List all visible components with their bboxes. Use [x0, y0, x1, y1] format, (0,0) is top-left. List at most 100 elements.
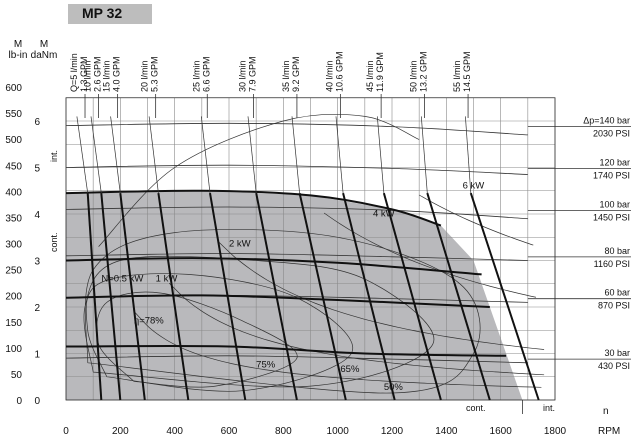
flow-line	[426, 192, 491, 401]
flow-label-lmin: 25 l/min	[191, 60, 201, 92]
flow-label-lmin: Q=5 l/min	[69, 53, 79, 92]
flow-label-lmin: 20 l/min	[140, 60, 150, 92]
pressure-curve	[65, 355, 528, 364]
pressure-label-bar: 100 bar	[599, 199, 630, 209]
flow-line-thin	[376, 116, 385, 194]
power-curve	[419, 194, 534, 246]
pressure-label-psi: 1160 PSI	[594, 259, 630, 269]
tick-label-lb: 100	[5, 344, 22, 355]
tick-label-lb: 500	[5, 135, 22, 146]
tick-label-danm: 4	[34, 210, 40, 221]
pressure-label-bar: Δp=140 bar	[583, 116, 630, 126]
tick-label-rpm: 1400	[435, 426, 458, 437]
pressure-label-bar: 120 bar	[599, 158, 630, 168]
flow-line	[342, 192, 396, 401]
tick-label-lb: 0	[16, 396, 22, 407]
tick-label-danm: 3	[34, 257, 40, 268]
tick-label-rpm: 1800	[544, 426, 567, 437]
flow-line	[86, 193, 103, 401]
efficiency-label: 75%	[256, 359, 276, 370]
tick-label-rpm: 1600	[490, 426, 513, 437]
flow-line	[469, 192, 540, 401]
flow-line	[298, 192, 347, 401]
flow-line-thin	[247, 116, 257, 194]
power-label: 4 kW	[373, 208, 395, 219]
power-curve	[133, 310, 542, 388]
tick-label-lb: 250	[5, 266, 22, 277]
tick-label-lb: 350	[5, 213, 22, 224]
axis-label-danm-unit: daNm	[31, 50, 58, 61]
flow-label-gpm: 7.9 GPM	[247, 56, 257, 92]
pressure-curve	[65, 253, 528, 261]
flow-line-thin	[148, 116, 159, 194]
flow-line-thin	[200, 116, 211, 194]
x-axis-symbol: n	[603, 406, 609, 417]
flow-line-thin	[76, 116, 89, 194]
pressure-label-bar: 30 bar	[604, 348, 630, 358]
efficiency-curve-65	[83, 255, 435, 388]
tick-label-lb: 50	[11, 370, 23, 381]
efficiency-label: 50%	[384, 382, 404, 393]
pressure-curve-thick	[65, 345, 507, 357]
pressure-label-psi: 870 PSI	[598, 301, 630, 311]
tick-label-danm: 2	[34, 303, 40, 314]
tick-label-lb: 200	[5, 292, 22, 303]
flow-line-thin	[291, 116, 300, 194]
tick-label-rpm: 400	[166, 426, 183, 437]
axis-label-lb-unit: lb-in	[9, 50, 28, 61]
efficiency-label: 65%	[340, 364, 360, 375]
axis-label-danm-symbol: M	[40, 39, 48, 50]
flow-line	[100, 193, 122, 401]
pressure-curve-thick	[65, 294, 490, 308]
power-label: 6 kW	[463, 180, 485, 191]
flow-label-gpm: 5.3 GPM	[150, 56, 160, 92]
power-label: 1 kW	[156, 273, 178, 284]
efficiency-label: η=78%	[134, 315, 164, 326]
flow-label-lmin: 50 l/min	[409, 60, 419, 92]
flow-line-thin	[465, 116, 472, 194]
flow-line-thin	[110, 116, 121, 194]
flow-label-lmin: 15 l/min	[102, 60, 112, 92]
x-axis-unit: RPM	[598, 426, 620, 437]
cont-label-bottom: cont.	[466, 403, 486, 413]
tick-label-rpm: 0	[63, 426, 69, 437]
axis-label-lb-symbol: M	[14, 39, 22, 50]
flow-line-thin	[420, 116, 428, 194]
chart-title: MP 32	[82, 5, 123, 21]
pressure-curve	[65, 206, 528, 220]
pressure-label-psi: 430 PSI	[598, 361, 630, 371]
tick-label-lb: 550	[5, 109, 22, 120]
flow-line	[382, 192, 442, 401]
power-curve	[217, 241, 545, 350]
tick-label-rpm: 200	[112, 426, 129, 437]
tick-label-danm: 1	[34, 350, 40, 361]
int-label-bottom: int.	[543, 403, 555, 413]
title-banner	[68, 4, 152, 24]
flow-line	[209, 192, 247, 401]
flow-line	[119, 192, 146, 401]
flow-label-gpm: 9.2 GPM	[291, 56, 301, 92]
flow-line-thin	[90, 116, 102, 194]
pressure-curve-thick	[65, 189, 442, 227]
flow-label-lmin: 30 l/min	[237, 60, 247, 92]
tick-label-rpm: 600	[221, 426, 238, 437]
pressure-label-bar: 60 bar	[604, 288, 630, 298]
pressure-curve	[65, 122, 528, 136]
power-label: N=0.5 kW	[101, 273, 143, 284]
flow-label-gpm: 11.9 GPM	[375, 52, 385, 92]
flow-label-lmin: 55 l/min	[452, 60, 462, 92]
pressure-curve	[65, 164, 528, 175]
flow-label-lmin: 40 l/min	[324, 60, 334, 92]
pressure-label-psi: 1740 PSI	[593, 171, 630, 181]
power-label: 2 kW	[229, 239, 251, 250]
flow-label-gpm: 1.3 GPM	[79, 56, 89, 92]
efficiency-curve-75	[85, 273, 354, 392]
tick-label-rpm: 1000	[327, 426, 350, 437]
pressure-label-psi: 2030 PSI	[593, 129, 630, 139]
flow-line-thin	[335, 116, 344, 194]
pressure-label-psi: 1450 PSI	[593, 212, 630, 222]
efficiency-curve-50	[84, 229, 481, 394]
flow-label-gpm: 14.5 GPM	[462, 51, 472, 92]
cont-label-left: cont.	[49, 232, 59, 252]
